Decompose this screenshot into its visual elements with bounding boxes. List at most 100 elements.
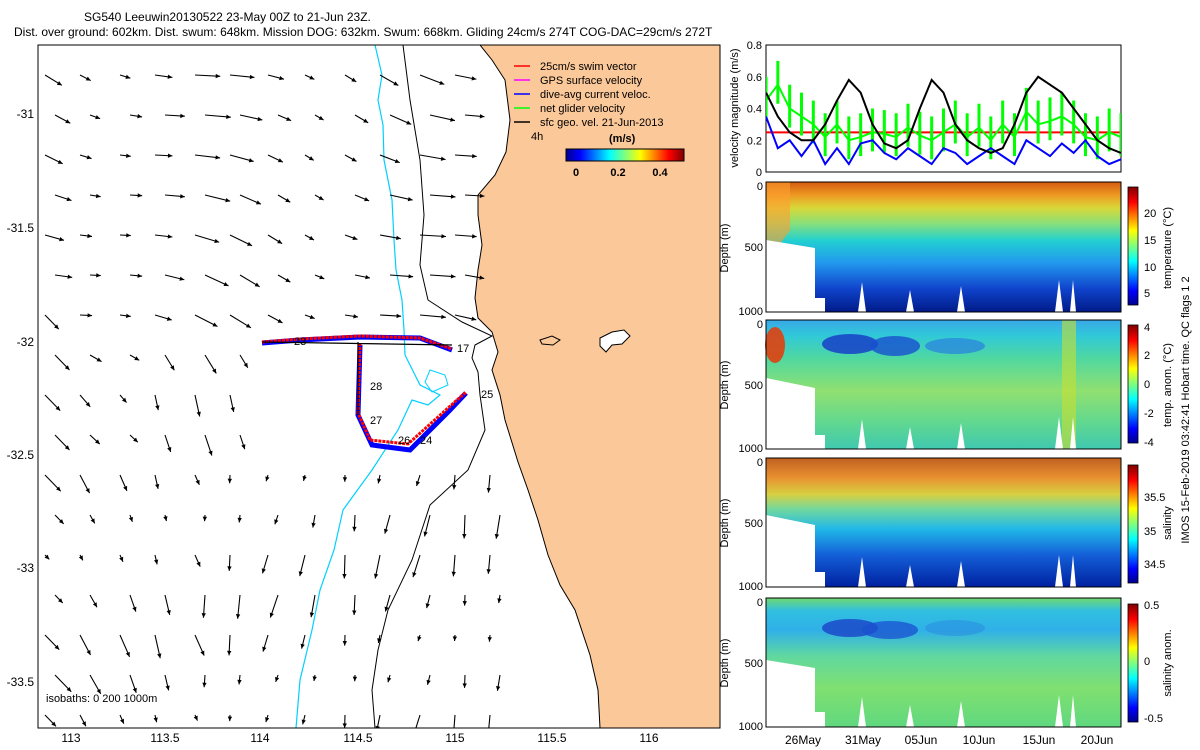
colorbar-label: (m/s) [609, 133, 636, 145]
salinity-ylabel: Depth (m) [719, 499, 731, 548]
current-vector-arrowhead [262, 646, 267, 652]
y-tick: -32 [17, 335, 35, 349]
temp-anomaly-cold [822, 334, 878, 354]
current-vector-arrowhead [279, 75, 284, 81]
current-vector-arrowhead [121, 397, 127, 403]
current-vector-arrowhead [120, 718, 124, 724]
current-vector-arrowhead [85, 401, 91, 407]
time-tick: 15Jun [1023, 733, 1056, 747]
svg-text:500: 500 [745, 380, 763, 392]
time-axis: 26May 31May 05Jun 10Jun 15Jun 20Jun [785, 733, 1113, 747]
svg-text:dive-avg current veloc.: dive-avg current veloc. [540, 89, 651, 101]
salinity-panel: 35.5 35 34.5 salinity 0 500 1000 Depth (… [719, 457, 1174, 593]
svg-text:5: 5 [1144, 288, 1150, 300]
current-vector-arrowhead [66, 197, 72, 202]
current-vector-arrowhead [95, 439, 100, 445]
current-vector-arrowhead [119, 556, 124, 562]
svg-text:net glider velocity: net glider velocity [540, 103, 625, 115]
temperature-colorbar-ticks: 20 15 10 5 [1144, 208, 1156, 300]
current-vector-arrow [453, 714, 456, 728]
current-vector-arrowhead [58, 519, 64, 524]
salinity-anomaly-colorbar [1127, 603, 1139, 723]
salinity-gaps [858, 555, 1076, 587]
map-x-axis: 113 113.5 114 114.5 115 115.5 116 [61, 731, 658, 745]
current-vector-arrowhead [441, 314, 446, 320]
rottnest-island [539, 335, 561, 346]
svg-text:0: 0 [757, 597, 763, 609]
time-tick: 10Jun [963, 733, 996, 747]
current-vector-arrowhead [439, 80, 445, 85]
day-label: 17 [457, 343, 469, 355]
current-vector-arrowhead [64, 365, 70, 370]
temp-anomaly-ylabel: Depth (m) [719, 361, 731, 410]
current-vector-arrowhead [309, 612, 315, 618]
current-vector-arrowhead [163, 516, 168, 521]
salinity-anomaly-y-axis: 0 500 1000 [739, 597, 763, 733]
current-vector-arrowhead [193, 715, 198, 721]
day-label: 25 [481, 389, 493, 401]
current-vector-arrowhead [342, 641, 347, 646]
current-vector-arrowhead [451, 571, 456, 577]
isobath-0m [371, 45, 494, 728]
current-vector-arrowhead [87, 313, 93, 318]
velocity-panel: 0 0.2 0.4 0.6 0.8 velocity magnitude (m/s) [729, 40, 1122, 179]
current-vector-arrowhead [486, 734, 490, 739]
current-vector-arrowhead [277, 239, 283, 244]
current-vector-arrowhead [92, 602, 97, 608]
velocity-ylabel: velocity magnitude (m/s) [729, 48, 741, 167]
current-vector-arrow [376, 714, 381, 728]
current-vector-arrowhead [137, 273, 143, 278]
current-vector-arrowhead [265, 717, 270, 723]
x-tick: 115.5 [537, 731, 566, 745]
series-line [766, 116, 1121, 166]
current-vector-arrowhead [394, 158, 400, 164]
current-vector-arrowhead [472, 234, 477, 239]
salinity-colorbar-ticks: 35.5 35 34.5 [1144, 492, 1165, 571]
current-vector-arrowhead [423, 531, 428, 537]
current-vector-arrowhead [196, 411, 201, 417]
temp-anomaly-colorbar-ticks: 4 2 0 -2 -4 [1144, 322, 1154, 449]
current-vector-arrowhead [375, 725, 380, 728]
current-vector-arrowhead [56, 486, 61, 492]
svg-text:34.5: 34.5 [1144, 559, 1165, 571]
current-vector-arrowhead [212, 368, 217, 374]
salinity-anomaly-low [925, 620, 985, 636]
current-vector-field [44, 73, 502, 739]
current-vector-arrowhead [479, 275, 485, 280]
current-vector-arrowhead [167, 74, 173, 79]
current-vector-arrowhead [235, 614, 241, 619]
current-vector-arrowhead [300, 643, 305, 649]
velocity-y-tick: 0 [756, 167, 762, 179]
current-vector-arrowhead [248, 158, 254, 163]
time-tick: 05Jun [905, 733, 938, 747]
salinity-nodata [766, 515, 825, 587]
current-vector-arrowhead [167, 153, 173, 158]
svg-text:sfc geo. vel. 21-Jun-2013: sfc geo. vel. 21-Jun-2013 [540, 117, 664, 129]
salinity-anomaly-gaps [858, 695, 1076, 727]
time-label: 4h [531, 131, 543, 143]
day-labels: 23 17 28 27 26 24 25 [294, 336, 493, 447]
current-vector-arrowhead [180, 113, 185, 119]
current-vector-arrowhead [134, 356, 140, 361]
current-vector-arrowhead [126, 233, 131, 238]
current-vector-arrowhead [155, 483, 160, 489]
current-vector-arrowhead [377, 478, 382, 484]
x-tick: 115 [445, 731, 464, 745]
current-vector-arrowhead [227, 716, 233, 722]
current-vector-arrowhead [137, 193, 143, 198]
current-vector-arrowhead [462, 601, 467, 606]
salinity-label: salinity [1162, 506, 1174, 540]
current-vector-arrowhead [387, 677, 392, 683]
current-vector-arrowhead [195, 479, 200, 485]
current-vector-arrowhead [342, 477, 348, 482]
current-vector-arrowhead [319, 275, 325, 280]
current-vector-arrowhead [153, 559, 159, 565]
current-vector-arrowhead [225, 198, 231, 203]
svg-text:500: 500 [745, 242, 763, 254]
map-legend: 25cm/s swim vector GPS surface velocity … [514, 61, 664, 129]
isobaths-label: isobaths: 0 200 1000m [46, 693, 157, 705]
title-line2: Dist. over ground: 602km. Dist. swum: 64… [14, 25, 713, 39]
land [474, 45, 720, 728]
time-tick: 26May [785, 733, 821, 747]
current-vector-arrowhead [406, 120, 412, 125]
